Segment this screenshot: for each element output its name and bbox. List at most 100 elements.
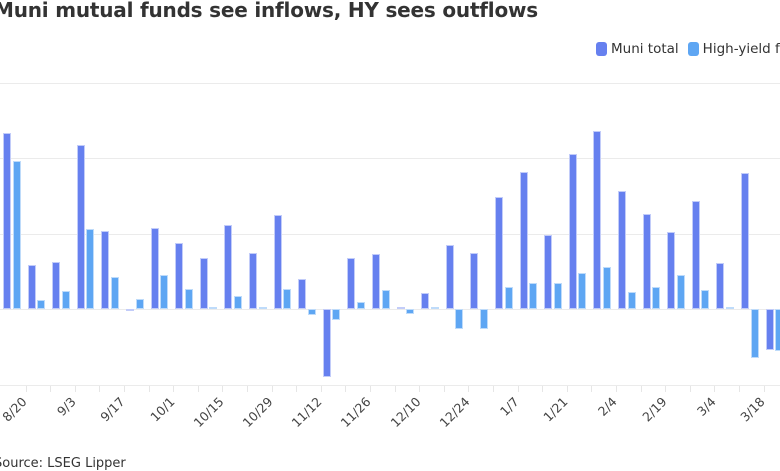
bar-high-yield[interactable]: [751, 309, 759, 359]
bar-muni[interactable]: [77, 145, 85, 309]
bar-muni[interactable]: [692, 201, 700, 309]
bar-muni[interactable]: [618, 191, 626, 309]
bar-muni[interactable]: [397, 307, 405, 309]
legend-item-muni[interactable]: Muni total: [596, 41, 679, 57]
bar-high-yield[interactable]: [259, 307, 267, 309]
bar-muni[interactable]: [52, 262, 60, 309]
x-axis-label: 10/1: [146, 394, 178, 425]
x-axis-tick: [173, 386, 174, 392]
bar-high-yield[interactable]: [554, 283, 562, 309]
bar-muni[interactable]: [175, 243, 183, 309]
bar-muni[interactable]: [274, 214, 282, 309]
bar-high-yield[interactable]: [382, 290, 390, 309]
x-axis-tick: [50, 386, 51, 392]
x-axis-tick: [444, 386, 445, 392]
bar-muni[interactable]: [151, 228, 159, 309]
bar-muni[interactable]: [249, 253, 257, 309]
bar-high-yield[interactable]: [529, 283, 537, 309]
x-axis-label: 1/7: [496, 394, 522, 419]
bar-high-yield[interactable]: [13, 161, 21, 309]
bar-muni[interactable]: [101, 231, 109, 309]
bar-high-yield[interactable]: [431, 307, 439, 309]
bar-muni[interactable]: [3, 133, 11, 309]
x-axis-label: 9/3: [53, 394, 79, 419]
bar-muni[interactable]: [643, 213, 651, 309]
x-axis-tick: [764, 386, 765, 392]
bar-muni[interactable]: [347, 257, 355, 309]
x-axis-tick: [99, 386, 100, 392]
bar-high-yield[interactable]: [185, 289, 193, 309]
bar-muni[interactable]: [766, 309, 774, 350]
bar-muni[interactable]: [520, 172, 528, 309]
x-axis-tick: [690, 386, 691, 392]
bar-high-yield[interactable]: [677, 275, 685, 309]
bar-muni[interactable]: [224, 225, 232, 309]
x-axis-label: 11/26: [337, 394, 375, 431]
bar-high-yield[interactable]: [136, 299, 144, 309]
bar-muni[interactable]: [716, 262, 724, 309]
bar-high-yield[interactable]: [357, 302, 365, 309]
bar-muni[interactable]: [593, 130, 601, 309]
bar-high-yield[interactable]: [283, 289, 291, 309]
x-axis-tick: [542, 386, 543, 392]
x-axis-tick: [739, 386, 740, 392]
bar-high-yield[interactable]: [406, 309, 414, 315]
chart-title: Muni mutual funds see inflows, HY sees o…: [0, 0, 538, 22]
gridline: [0, 309, 780, 310]
bar-high-yield[interactable]: [505, 287, 513, 309]
bar-muni[interactable]: [446, 244, 454, 309]
bar-high-yield[interactable]: [775, 309, 780, 352]
bar-muni[interactable]: [421, 293, 429, 309]
bar-muni[interactable]: [470, 253, 478, 309]
x-axis-tick: [641, 386, 642, 392]
bar-high-yield[interactable]: [160, 275, 168, 309]
x-axis-tick: [149, 386, 150, 392]
bar-muni[interactable]: [544, 235, 552, 309]
bar-high-yield[interactable]: [62, 290, 70, 309]
bar-high-yield[interactable]: [603, 266, 611, 309]
bar-high-yield[interactable]: [308, 309, 316, 316]
bar-muni[interactable]: [126, 309, 134, 312]
bar-high-yield[interactable]: [111, 277, 119, 309]
chart-legend: Muni total High-yield funds: [596, 41, 780, 57]
x-axis-label: 1/21: [540, 394, 571, 425]
x-axis-tick: [567, 386, 568, 392]
x-axis-label: 11/12: [288, 394, 325, 431]
x-axis-tick: [518, 386, 519, 392]
chart-source: Source: LSEG Lipper: [0, 456, 126, 471]
bar-muni[interactable]: [323, 309, 331, 377]
bar-high-yield[interactable]: [578, 272, 586, 309]
bar-high-yield[interactable]: [455, 309, 463, 329]
legend-swatch-high-yield: [687, 42, 699, 56]
x-axis-label: 10/15: [190, 394, 227, 431]
bar-muni[interactable]: [298, 278, 306, 309]
bar-high-yield[interactable]: [234, 296, 242, 309]
bar-high-yield[interactable]: [332, 309, 340, 321]
bar-muni[interactable]: [741, 173, 749, 309]
bar-high-yield[interactable]: [652, 287, 660, 309]
x-axis-label: 9/17: [97, 394, 129, 425]
legend-label-muni: Muni total: [611, 41, 679, 57]
x-axis-label: 2/19: [638, 394, 670, 425]
bar-high-yield[interactable]: [480, 309, 488, 329]
bar-muni[interactable]: [495, 197, 503, 309]
bar-high-yield[interactable]: [726, 307, 734, 309]
bar-high-yield[interactable]: [209, 307, 217, 309]
bar-high-yield[interactable]: [701, 290, 709, 309]
bar-muni[interactable]: [28, 265, 36, 309]
x-axis-tick: [468, 386, 469, 392]
bar-muni[interactable]: [200, 257, 208, 309]
bar-muni[interactable]: [372, 253, 380, 309]
bar-high-yield[interactable]: [628, 291, 636, 309]
x-axis-tick: [665, 386, 666, 392]
legend-item-high-yield[interactable]: High-yield funds: [687, 41, 780, 57]
x-axis-tick: [419, 386, 420, 392]
bar-high-yield[interactable]: [86, 228, 94, 309]
gridline: [0, 385, 780, 386]
bar-muni[interactable]: [667, 231, 675, 309]
bar-muni[interactable]: [569, 154, 577, 309]
x-axis-tick: [272, 386, 273, 392]
bar-high-yield[interactable]: [37, 299, 45, 309]
x-axis-tick: [198, 386, 199, 392]
